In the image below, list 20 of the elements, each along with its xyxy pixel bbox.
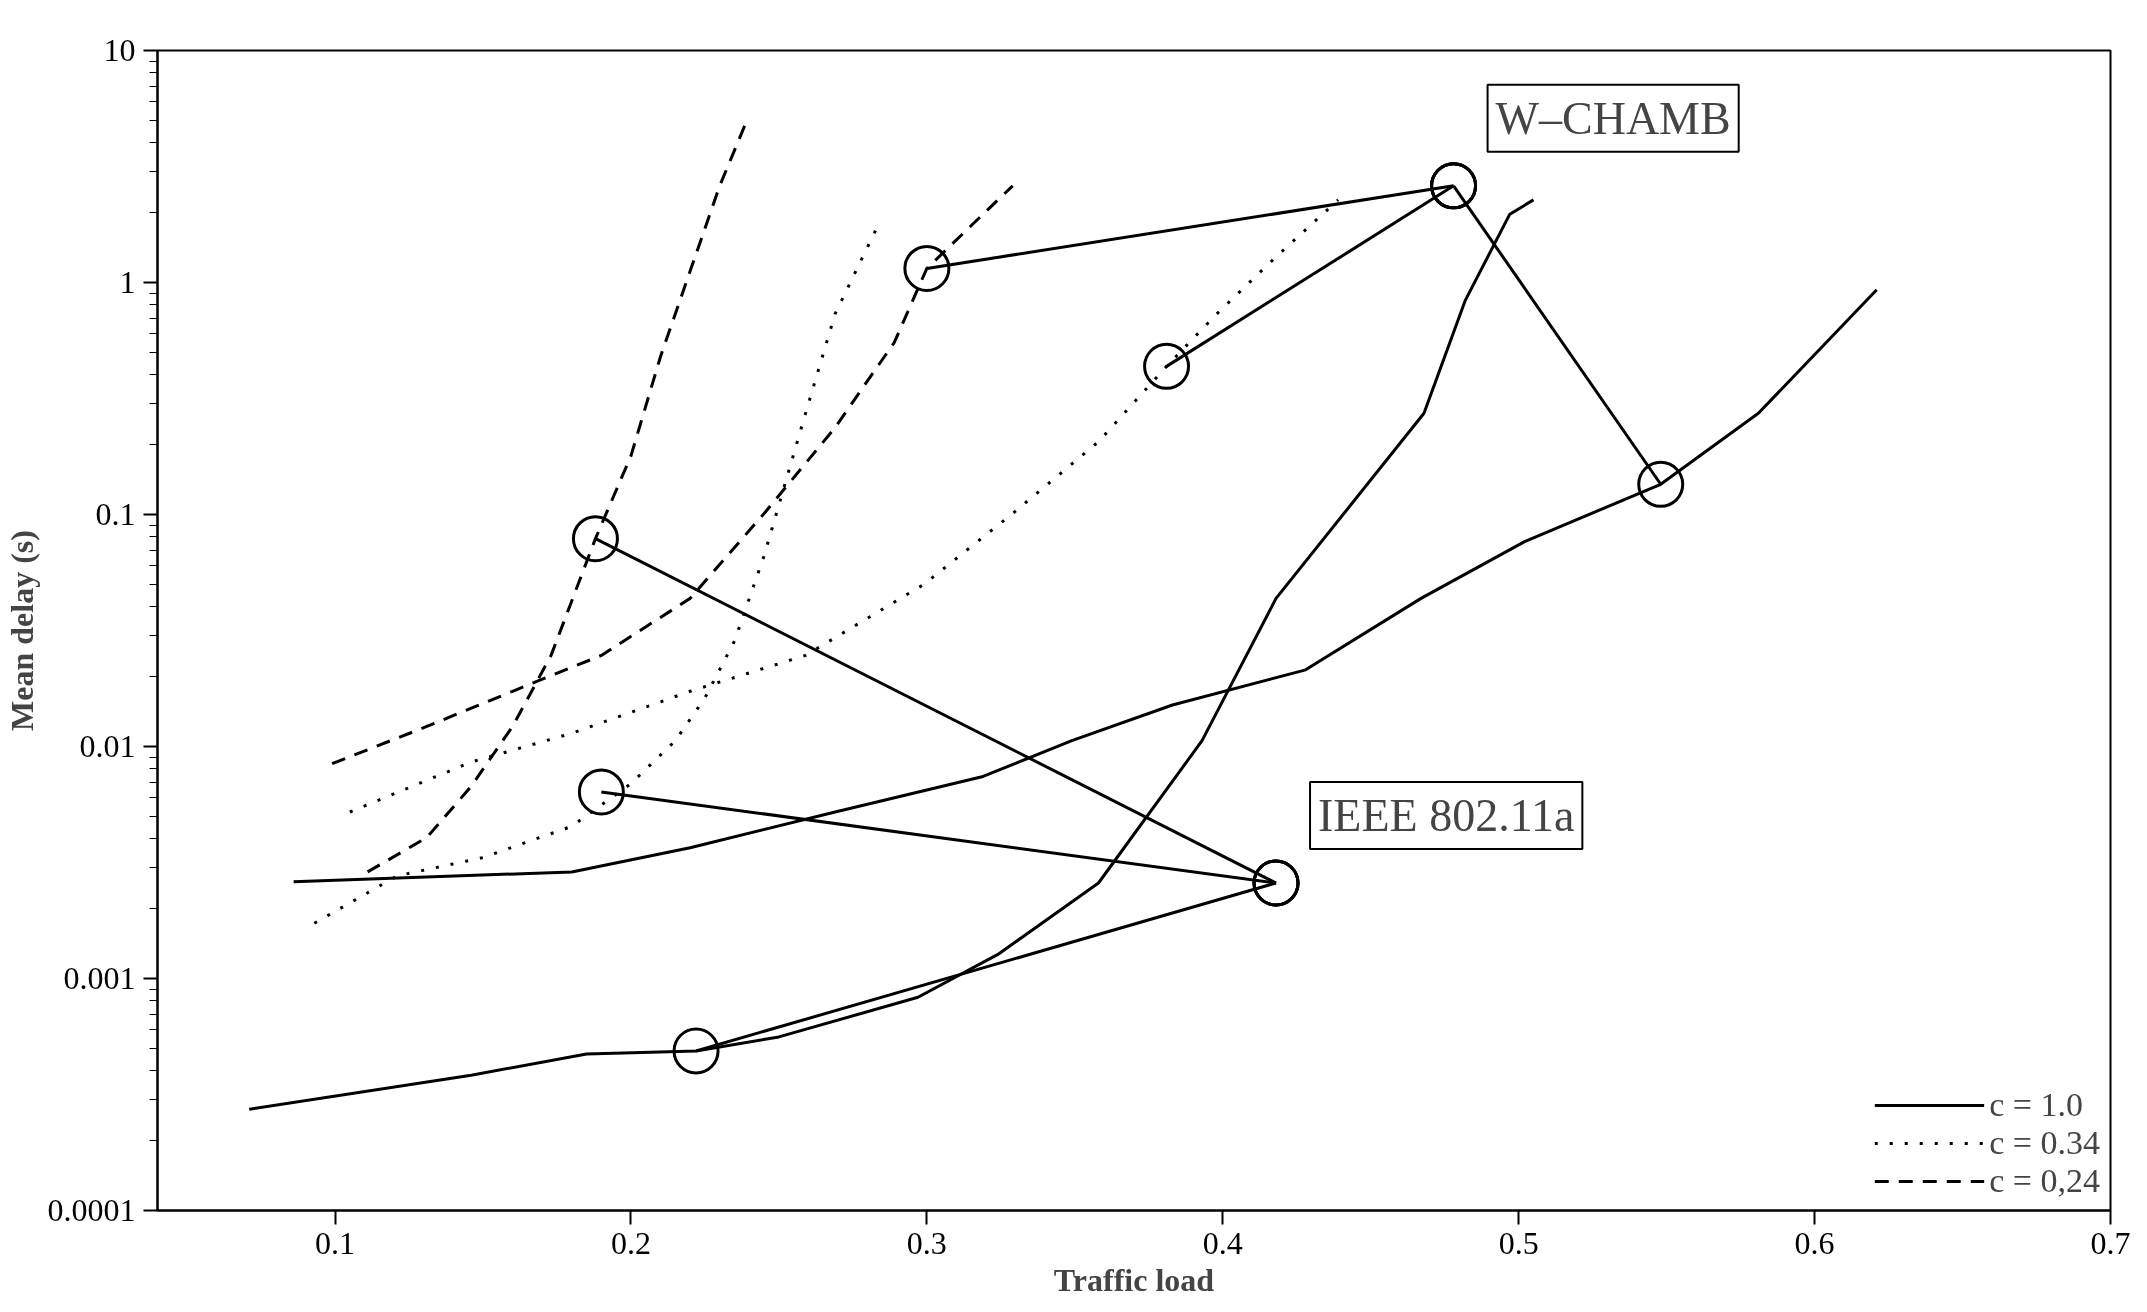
x-tick-label: 0.1 [315, 1224, 356, 1261]
y-tick-label: 0.0001 [47, 1192, 136, 1228]
legend-label: c = 0,24 [1989, 1162, 2100, 1200]
y-tick-label: 0.001 [63, 960, 136, 996]
y-tick-label: 0.1 [95, 496, 136, 532]
annotation: W–CHAMB [1495, 92, 1731, 144]
x-tick-label: 0.7 [2090, 1224, 2131, 1261]
y-axis-title: Mean delay (s) [3, 530, 40, 731]
x-tick-label: 0.3 [906, 1224, 947, 1261]
y-tick-label: 10 [103, 32, 136, 68]
legend-label: c = 0.34 [1989, 1124, 2100, 1162]
x-tick-label: 0.5 [1498, 1224, 1539, 1261]
legend-label: c = 1.0 [1989, 1086, 2083, 1124]
y-tick-label: 1 [119, 264, 136, 300]
y-tick-label: 0.01 [79, 728, 136, 764]
x-tick-label: 0.6 [1794, 1224, 1835, 1261]
x-tick-label: 0.2 [610, 1224, 651, 1261]
x-tick-label: 0.4 [1202, 1224, 1243, 1261]
annotation: IEEE 802.11a [1318, 790, 1575, 841]
x-axis-title: Traffic load [1053, 1261, 1215, 1298]
